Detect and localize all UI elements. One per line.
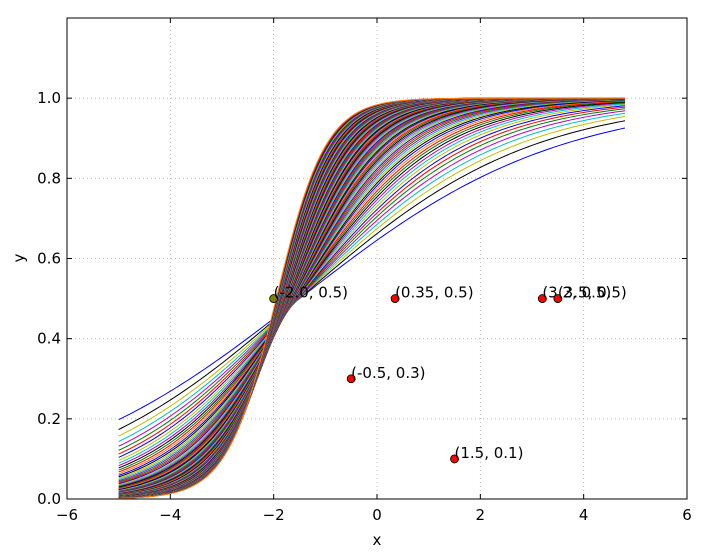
data-point	[390, 294, 400, 303]
logistic-curve	[118, 106, 626, 455]
logistic-curve	[118, 102, 626, 467]
point-annotation: (-2.0, 0.5)	[274, 284, 348, 302]
y-tick-label: 0.0	[37, 490, 61, 508]
logistic-curve	[118, 103, 626, 464]
logistic-curve	[118, 120, 626, 430]
x-tick-label: 6	[682, 506, 692, 524]
x-tick-label: −4	[159, 506, 181, 524]
data-point	[269, 294, 279, 303]
y-tick-label: 0.6	[37, 250, 61, 268]
x-tick-label: 4	[579, 506, 589, 524]
logistic-curve	[118, 112, 626, 442]
logistic-curve	[118, 105, 626, 458]
logistic-curve	[118, 99, 626, 478]
data-point	[553, 294, 563, 303]
data-point	[346, 374, 356, 384]
point-annotation: (-0.5, 0.3)	[351, 364, 425, 382]
data-point	[450, 454, 459, 464]
logistic-curve	[118, 108, 626, 451]
point-annotation: (0.35, 0.5)	[395, 284, 474, 302]
data-points: (-2.0, 0.5) (-0.5, 0.3) (0.35, 0.5) (1.5, 0…	[269, 284, 627, 464]
data-point	[537, 294, 547, 303]
axis-ticks: −6 −4 −2 0 2 4 6 0.0 0.2 0.4 0.6 0.8 1.0	[37, 18, 692, 524]
y-tick-label: 0.2	[37, 410, 61, 428]
y-tick-label: 0.4	[37, 330, 61, 348]
y-axis-label: y	[10, 253, 28, 262]
curve-family	[118, 97, 626, 499]
point-annotation: (3.5, 0.5)	[558, 284, 627, 302]
logistic-curve	[118, 99, 626, 476]
y-tick-label: 0.8	[37, 169, 61, 187]
logistic-curve	[118, 100, 626, 475]
logistic-curve	[118, 104, 626, 461]
x-tick-label: −6	[56, 506, 78, 524]
logistic-curve	[118, 101, 626, 469]
logistic-curve	[118, 101, 626, 471]
logistic-curve	[118, 99, 626, 481]
logistic-curve	[118, 127, 626, 421]
logistic-curve	[118, 98, 626, 482]
x-tick-label: 2	[476, 506, 486, 524]
y-tick-label: 1.0	[37, 89, 61, 107]
logistic-curve	[118, 100, 626, 473]
x-axis-label: x	[373, 531, 382, 549]
logistic-curve	[118, 99, 626, 479]
x-tick-label: −2	[263, 506, 285, 524]
logistic-curve	[118, 115, 626, 437]
logistic-curve	[118, 97, 625, 499]
x-tick-label: 0	[372, 506, 382, 524]
logistic-curve	[118, 110, 626, 447]
point-annotation: (1.5, 0.1)	[455, 444, 524, 462]
